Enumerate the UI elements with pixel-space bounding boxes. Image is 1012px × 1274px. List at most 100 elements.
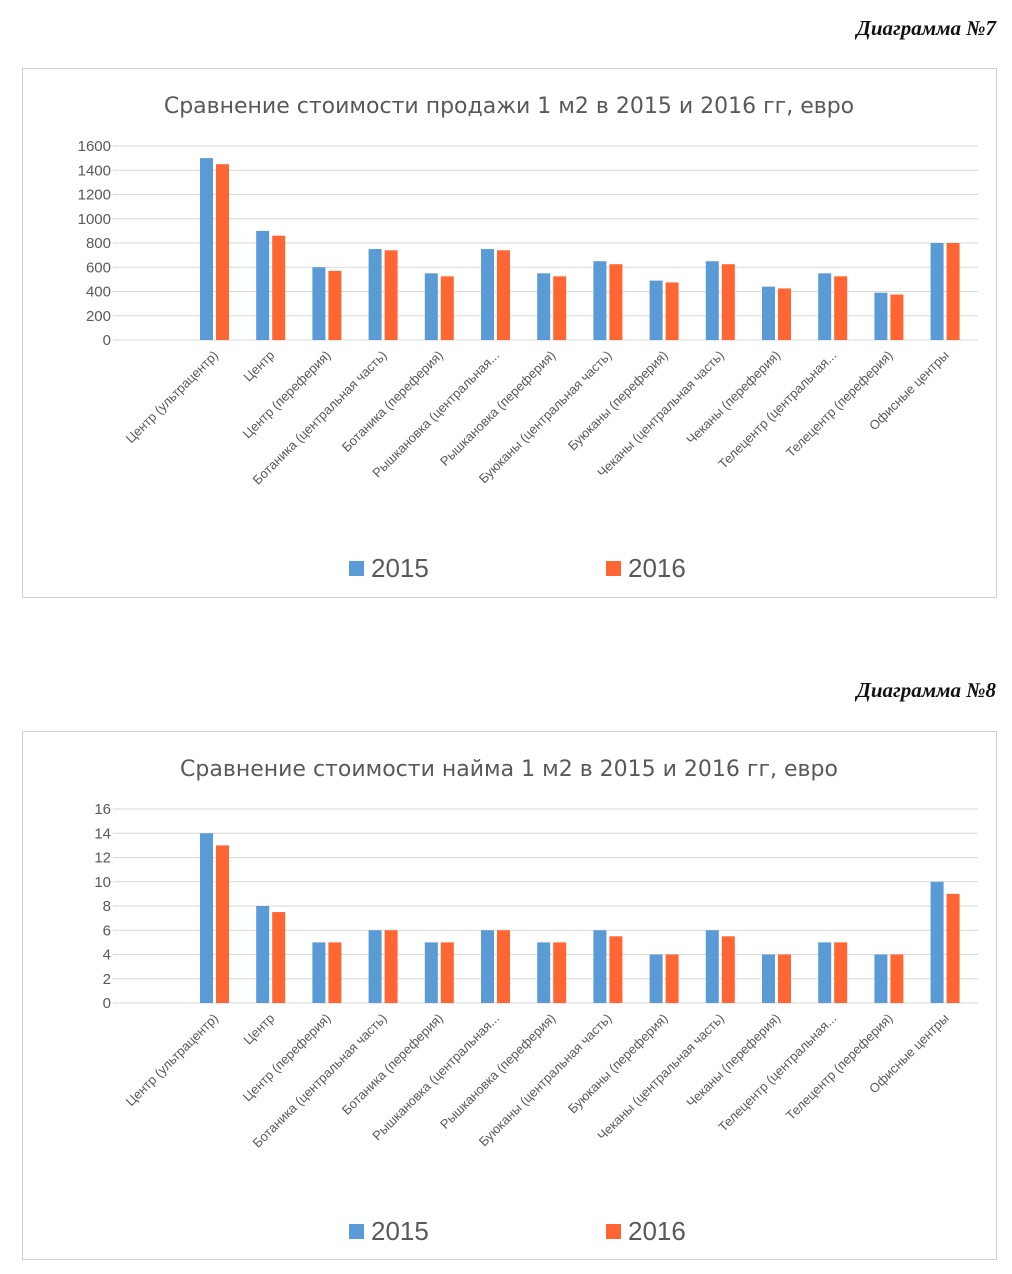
bar-2016	[778, 954, 791, 1003]
x-tick-label: Центр (ультрацентр)	[123, 348, 222, 447]
bar-2016	[609, 264, 623, 340]
bar-2015	[649, 280, 663, 340]
bar-2015	[705, 930, 719, 1003]
legend-label-2015: 2015	[371, 553, 429, 583]
y-tick-label: 200	[86, 308, 111, 325]
bar-2015	[649, 954, 663, 1003]
bar-2016	[216, 845, 229, 1003]
x-tick-label: Буюканы (переферия)	[565, 1011, 671, 1117]
bar-2016	[497, 930, 510, 1003]
bar-2016	[834, 942, 848, 1003]
caption-diagram-7: Диаграмма №7	[856, 16, 996, 40]
y-tick-label: 4	[103, 947, 111, 964]
bar-2016	[721, 936, 735, 1003]
bar-2016	[778, 288, 791, 340]
bar-2016	[946, 243, 960, 340]
bar-2016	[440, 942, 454, 1003]
x-tick-label: Центр (ультрацентр)	[123, 1011, 222, 1110]
x-tick-label: Рышкановка (переферия)	[437, 1011, 558, 1132]
bar-2016	[665, 282, 679, 340]
bar-2015	[256, 906, 270, 1003]
bar-2015	[368, 930, 382, 1003]
bar-2015	[481, 249, 494, 340]
x-tick-label: Телецентр (переферия)	[783, 1011, 896, 1124]
x-tick-label: Центр	[240, 348, 277, 385]
y-tick-label: 1200	[78, 187, 111, 204]
bar-2015	[762, 954, 775, 1003]
bar-2016	[272, 235, 286, 340]
x-tick-label: Чеканы (переферия)	[683, 348, 783, 448]
y-tick-label: 0	[103, 995, 111, 1012]
x-tick-label: Рышкановка (переферия)	[437, 348, 558, 469]
bar-2015	[593, 261, 607, 340]
y-tick-label: 6	[103, 922, 111, 939]
bar-2016	[609, 936, 623, 1003]
y-tick-label: 1400	[78, 162, 111, 179]
x-tick-label: Центр	[240, 1011, 277, 1048]
bar-2016	[384, 250, 398, 340]
legend-swatch-2016	[606, 561, 621, 576]
bar-2016	[665, 954, 679, 1003]
chart-svg: Сравнение стоимости продажи 1 м2 в 2015 …	[78, 94, 978, 583]
chart-sale-price: Сравнение стоимости продажи 1 м2 в 2015 …	[22, 68, 997, 598]
y-tick-label: 800	[86, 235, 111, 252]
bar-2015	[312, 267, 326, 340]
y-tick-label: 14	[94, 825, 111, 842]
bar-2015	[930, 243, 944, 340]
y-tick-label: 400	[86, 284, 111, 301]
bar-2015	[424, 942, 438, 1003]
bar-2016	[890, 954, 904, 1003]
bar-2016	[384, 930, 398, 1003]
x-tick-label: Буюканы (переферия)	[565, 348, 671, 454]
bar-2016	[553, 942, 567, 1003]
bar-2016	[216, 164, 229, 340]
y-tick-label: 12	[94, 850, 111, 867]
caption-diagram-8: Диаграмма №8	[856, 678, 996, 702]
bar-2016	[553, 276, 567, 340]
bar-2015	[818, 273, 832, 340]
chart-title: Сравнение стоимости продажи 1 м2 в 2015 …	[164, 94, 854, 119]
bar-2015	[874, 954, 888, 1003]
bar-2016	[328, 942, 342, 1003]
bar-2016	[890, 294, 904, 340]
legend-swatch-2016	[606, 1224, 621, 1239]
bar-2015	[312, 942, 326, 1003]
bar-2015	[818, 942, 832, 1003]
x-tick-label: Чеканы (переферия)	[683, 1011, 783, 1111]
bar-2015	[424, 273, 438, 340]
y-tick-label: 0	[103, 332, 111, 349]
legend-label-2015: 2015	[371, 1216, 429, 1246]
bar-2016	[497, 250, 510, 340]
legend-label-2016: 2016	[628, 1216, 686, 1246]
bar-2015	[537, 273, 551, 340]
bar-2016	[328, 270, 342, 340]
chart-svg: Сравнение стоимости найма 1 м2 в 2015 и …	[94, 757, 978, 1246]
x-tick-label: Ботаника (переферия)	[339, 1011, 446, 1118]
y-tick-label: 10	[94, 874, 111, 891]
bar-2016	[721, 264, 735, 340]
bar-2016	[834, 276, 848, 340]
y-tick-label: 2	[103, 971, 111, 988]
y-tick-label: 600	[86, 259, 111, 276]
x-tick-label: Ботаника (переферия)	[339, 348, 446, 455]
bar-2015	[481, 930, 494, 1003]
bar-2015	[930, 881, 944, 1003]
y-tick-label: 1000	[78, 211, 111, 228]
x-tick-label: Телецентр (центральная...	[715, 1011, 839, 1135]
bar-2015	[705, 261, 719, 340]
bar-2015	[200, 158, 213, 340]
chart-rent-price: Сравнение стоимости найма 1 м2 в 2015 и …	[22, 731, 997, 1260]
bar-2015	[200, 833, 213, 1003]
legend-swatch-2015	[349, 561, 364, 576]
y-tick-label: 8	[103, 898, 111, 915]
bar-2015	[537, 942, 551, 1003]
legend-label-2016: 2016	[628, 553, 686, 583]
bar-2015	[762, 286, 775, 340]
bar-2015	[593, 930, 607, 1003]
bar-2016	[946, 893, 960, 1003]
bar-2015	[256, 230, 270, 340]
chart-title: Сравнение стоимости найма 1 м2 в 2015 и …	[180, 757, 838, 782]
y-tick-label: 1600	[78, 138, 111, 155]
bar-2016	[440, 276, 454, 340]
x-tick-label: Телецентр (центральная...	[715, 348, 839, 472]
